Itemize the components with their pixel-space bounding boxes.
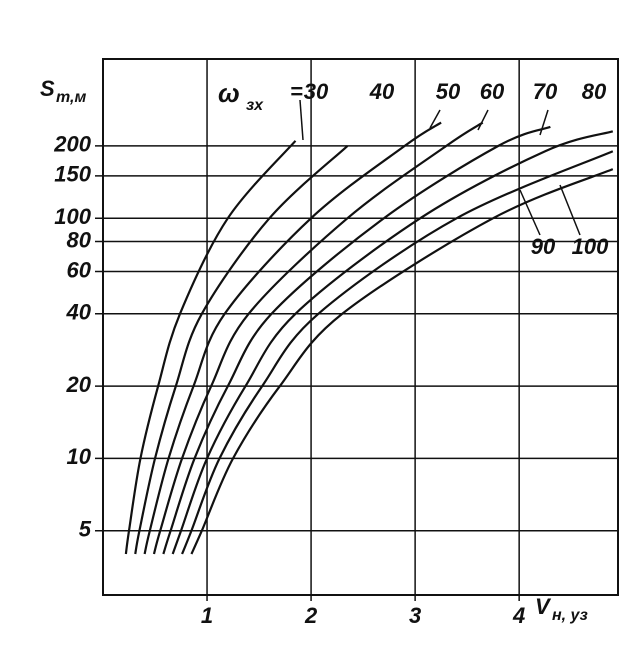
curve — [152, 121, 484, 555]
curve — [171, 130, 614, 555]
x-tick-label: 3 — [409, 603, 421, 628]
legend-label: 60 — [480, 79, 505, 104]
legend-symbol: ω — [218, 78, 240, 108]
curve — [162, 125, 551, 555]
y-tick-label: 200 — [53, 132, 91, 157]
x-tick-label: 1 — [201, 603, 213, 628]
curve — [190, 168, 614, 555]
y-tick-label: 60 — [67, 257, 92, 282]
y-tick-label: 20 — [66, 372, 92, 397]
y-tick-label: 10 — [67, 444, 92, 469]
curve — [134, 145, 349, 555]
legend-label: 40 — [369, 79, 395, 104]
legend-label: 100 — [572, 234, 609, 259]
legend-label: 50 — [436, 79, 461, 104]
legend-symbol-sub: зх — [246, 97, 264, 114]
curve — [143, 121, 442, 555]
x-axis-label-sub: н, уз — [552, 607, 588, 624]
x-tick-label: 4 — [512, 603, 525, 628]
y-axis-label: S — [40, 76, 55, 101]
y-tick-label: 100 — [54, 204, 91, 229]
leader-lines — [299, 99, 581, 236]
y-tick-label: 80 — [67, 227, 92, 252]
y-tick-label: 150 — [54, 162, 91, 187]
x-axis-label: V — [535, 594, 552, 619]
curve — [181, 150, 614, 555]
legend-label: 30 — [304, 79, 329, 104]
y-tick-label: 5 — [79, 517, 92, 542]
plot-frame — [102, 58, 619, 596]
legend-label: 70 — [533, 79, 558, 104]
curve — [124, 140, 297, 555]
legend-label: 90 — [531, 234, 556, 259]
y-axis-label-sub: т,м — [56, 89, 86, 106]
legend-label: 80 — [582, 79, 607, 104]
y-tick-label: 40 — [66, 300, 92, 325]
x-tick-label: 2 — [304, 603, 318, 628]
legend-eq: = — [290, 79, 303, 104]
